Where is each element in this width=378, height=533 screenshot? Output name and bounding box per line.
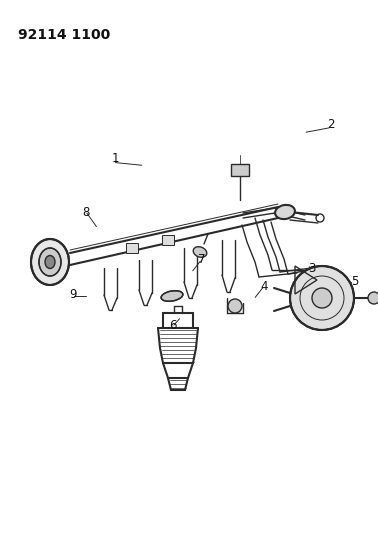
FancyBboxPatch shape — [231, 164, 249, 176]
Ellipse shape — [193, 247, 207, 257]
Text: 4: 4 — [260, 280, 268, 293]
Text: 5: 5 — [351, 276, 358, 288]
Circle shape — [290, 266, 354, 330]
Bar — [162, 235, 174, 245]
Circle shape — [368, 292, 378, 304]
Text: 3: 3 — [308, 262, 315, 275]
Bar — [126, 243, 138, 253]
Ellipse shape — [275, 205, 295, 219]
Ellipse shape — [45, 255, 55, 269]
Text: 6: 6 — [169, 319, 177, 332]
Text: 7: 7 — [198, 253, 205, 266]
Text: 8: 8 — [82, 206, 90, 219]
Text: 2: 2 — [327, 118, 335, 131]
Circle shape — [312, 288, 332, 308]
Ellipse shape — [39, 248, 61, 276]
Ellipse shape — [161, 290, 183, 301]
Text: 9: 9 — [69, 288, 76, 301]
Text: 92114 1100: 92114 1100 — [18, 28, 110, 42]
Text: 1: 1 — [112, 152, 119, 165]
Ellipse shape — [31, 239, 69, 285]
Circle shape — [228, 299, 242, 313]
